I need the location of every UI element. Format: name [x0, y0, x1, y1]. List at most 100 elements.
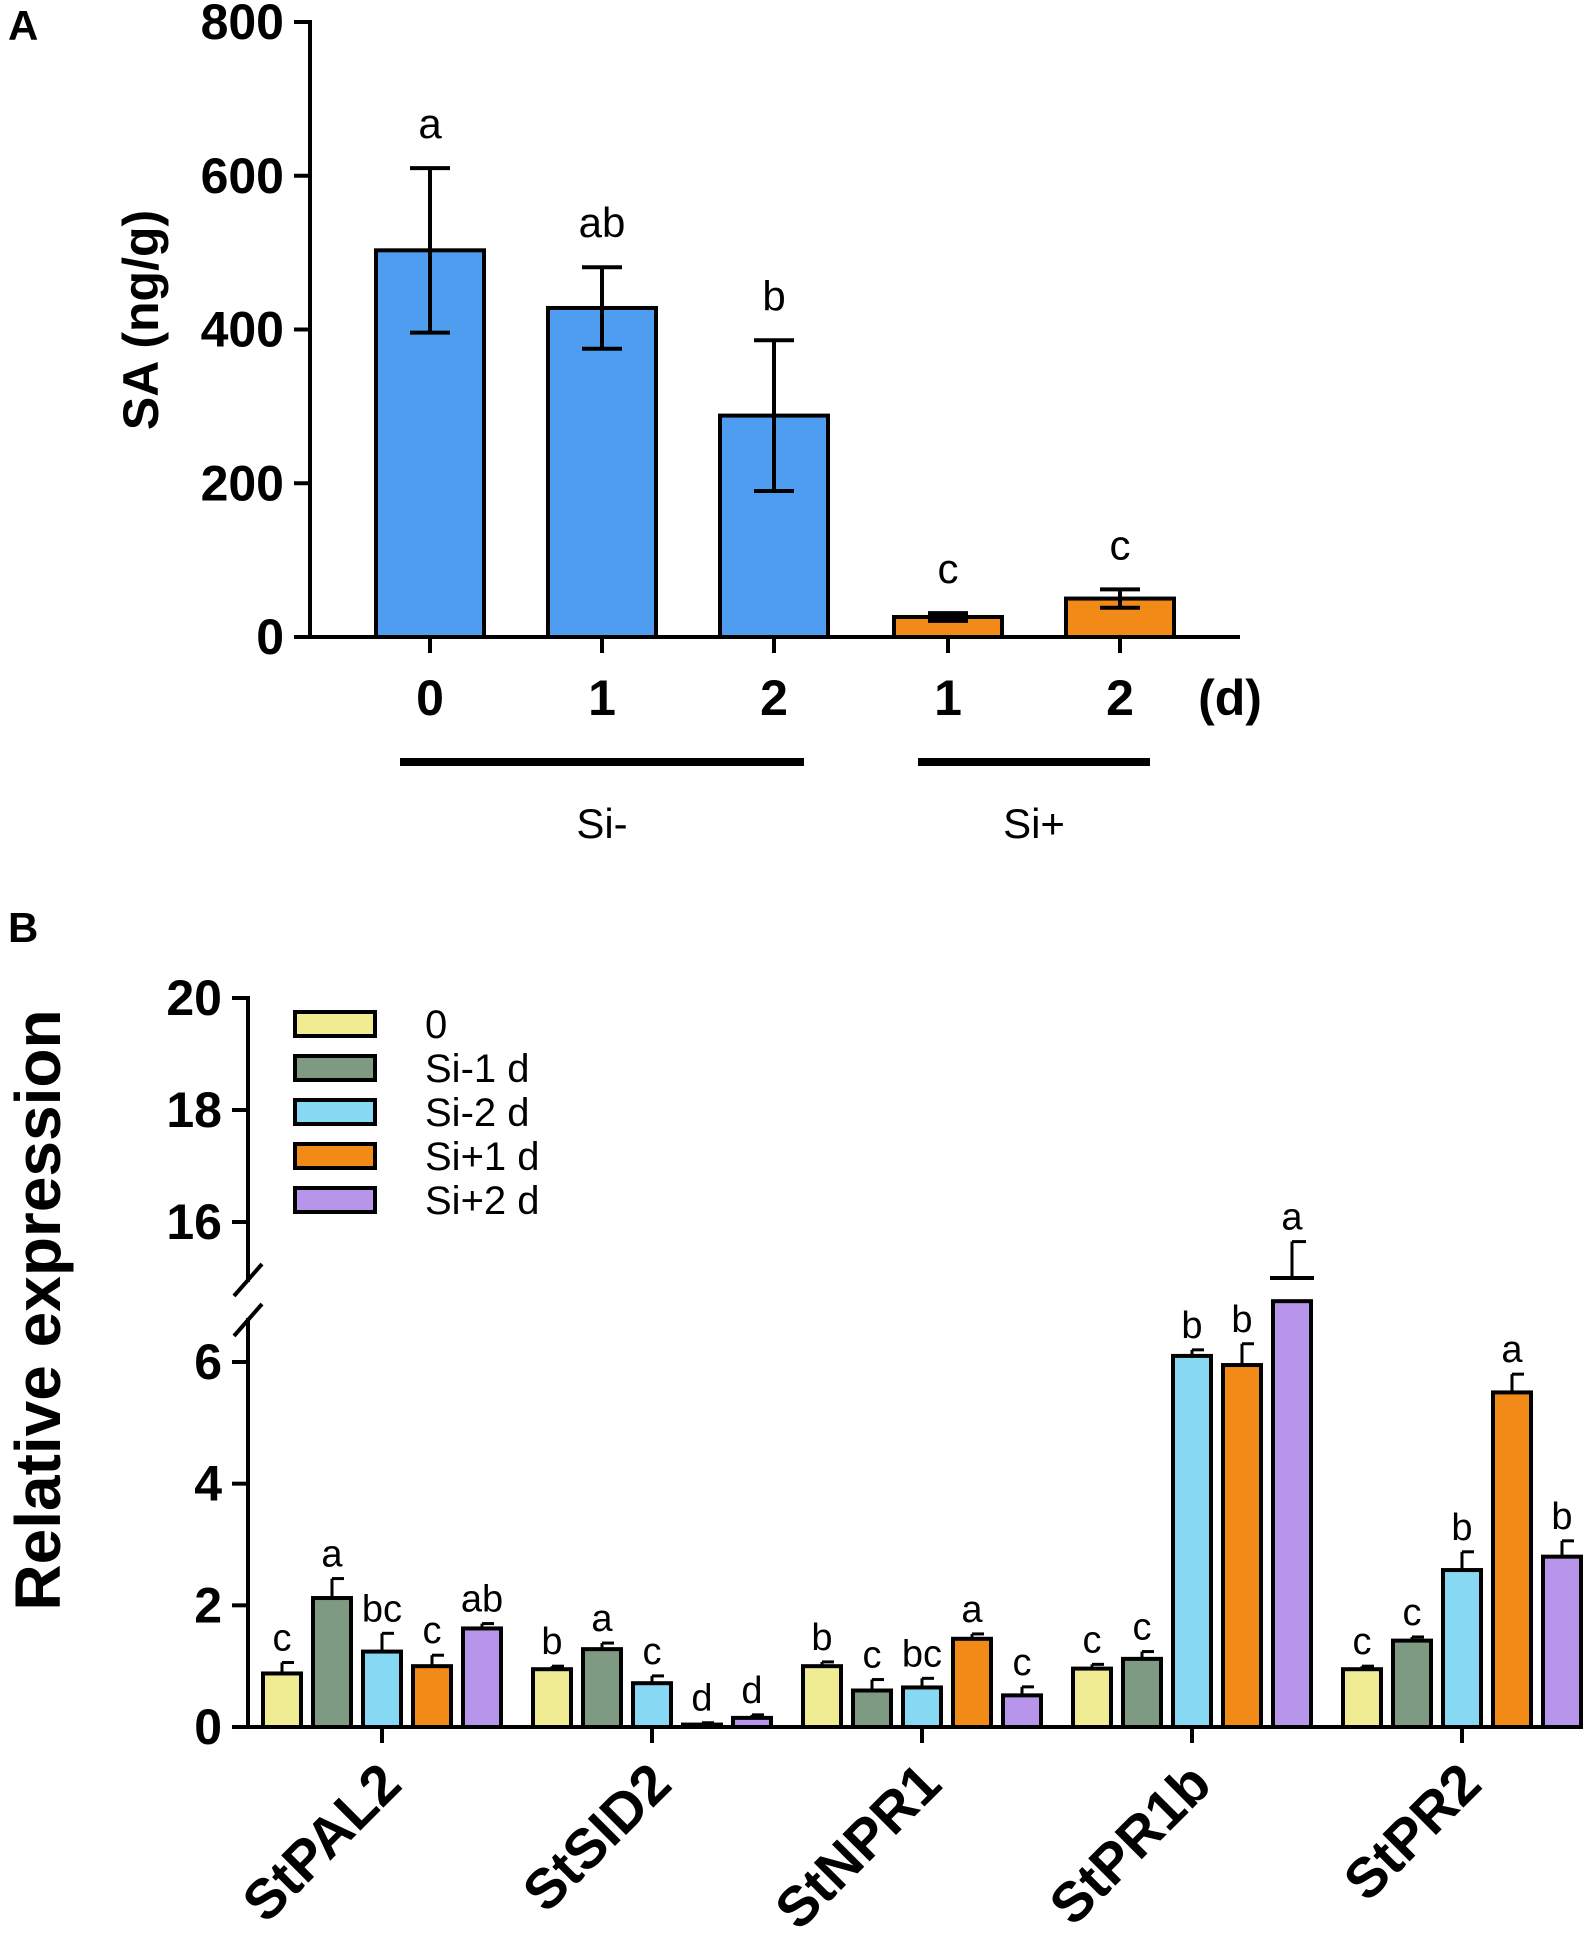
panel-b-legend-label: Si-1 d — [425, 1047, 530, 1091]
panel-b-y-tick-label: 6 — [194, 1334, 222, 1390]
panel-b-y-tick-label: 0 — [194, 1699, 222, 1755]
panel-b-legend-swatch — [293, 1010, 377, 1038]
panel-b-gene-label: StPAL2 — [230, 1751, 412, 1933]
panel-b-significance-label: c — [1133, 1607, 1152, 1649]
panel-b-bar — [1441, 1568, 1483, 1730]
panel-b-y-tick-label: 2 — [194, 1577, 222, 1633]
panel-b-bar — [681, 1722, 723, 1729]
panel-b-significance-label: b — [1231, 1299, 1252, 1341]
panel-a-y-tick-label: 200 — [201, 455, 284, 511]
panel-a-treatment-groups: Si- Si+ — [400, 758, 1150, 847]
panel-a-group-label: Si+ — [1003, 800, 1065, 847]
panel-b-legend-label: Si-2 d — [425, 1091, 530, 1135]
panel-b-y-tick-label: 4 — [194, 1456, 222, 1512]
panel-b-bar — [531, 1667, 573, 1730]
panel-b-bar — [461, 1626, 503, 1729]
panel-a-y-axis-label: SA (ng/g) — [113, 210, 169, 430]
panel-a-x-tick-label: 2 — [760, 670, 788, 726]
panel-b-bar — [1071, 1666, 1113, 1729]
panel-b-significance-label: d — [741, 1670, 762, 1712]
panel-b-bar — [1221, 1363, 1263, 1729]
panel-b-y-tick-label: 16 — [166, 1194, 222, 1250]
panel-b-bar — [311, 1596, 353, 1729]
panel-b-significance-label: bc — [902, 1633, 942, 1675]
panel-b-legend-label: 0 — [425, 1003, 447, 1047]
panel-b-significance-label: a — [961, 1589, 983, 1631]
panel-b-gene-label: StPR2 — [1331, 1751, 1492, 1912]
panel-b-y-tick-label: 20 — [166, 970, 222, 1026]
panel-b-significance-label: c — [1083, 1619, 1102, 1661]
panel-b-legend-label: Si+2 d — [425, 1179, 540, 1223]
panel-b-gene-labels: StPAL2 StSID2 StNPR1 StPR1b StPR2 — [230, 1751, 1492, 1941]
panel-b-bar — [411, 1664, 453, 1729]
panel-a-x-tick-label: 0 — [416, 670, 444, 726]
panel-a-significance-label: b — [762, 272, 785, 319]
panel-b-significance-label: a — [321, 1534, 343, 1576]
panel-a-group-label: Si- — [576, 800, 627, 847]
panel-b-significance-label: c — [863, 1635, 882, 1677]
panel-a-y-tick-label: 800 — [201, 0, 284, 50]
panel-b-legend-swatch — [293, 1098, 377, 1126]
panel-b-axis-break-mark — [232, 1262, 264, 1298]
panel-a-x-tick-label: 1 — [588, 670, 616, 726]
panel-b-significance-label: a — [1501, 1329, 1523, 1371]
panel-b-bar — [851, 1688, 893, 1729]
panel-b-bar — [1391, 1638, 1433, 1730]
panel-b-significance-label: ab — [461, 1579, 503, 1621]
panel-b-significance-label: b — [1181, 1305, 1202, 1347]
panel-b-gene-label: StPR1b — [1037, 1751, 1222, 1936]
panel-a-significance-label: a — [418, 100, 442, 147]
panel-b-bar — [1171, 1353, 1213, 1729]
panel-a-chart: A SA (ng/g) 0 200 400 600 800 0 1 2 1 2 a ab b c c (d… — [8, 0, 1262, 847]
panel-b-significance-label: c — [273, 1618, 292, 1660]
panel-b-significance-label: b — [811, 1617, 832, 1659]
panel-b-significance-label: b — [541, 1621, 562, 1663]
panel-b-bar — [1121, 1656, 1163, 1730]
panel-a-bars: a ab b c c — [374, 100, 1176, 640]
panel-a-y-tick-label: 600 — [201, 148, 284, 204]
panel-a-significance-label: c — [938, 545, 959, 592]
panel-b-significance-label: a — [1281, 1197, 1303, 1239]
panel-b-significance-label: a — [591, 1598, 613, 1640]
panel-a-day-unit-label: (d) — [1198, 670, 1262, 726]
panel-b-bar — [631, 1681, 673, 1729]
panel-b-y-tick-label: 18 — [166, 1082, 222, 1138]
panel-b-legend-swatch — [293, 1186, 377, 1214]
panel-b-y-axis-label: Relative expression — [2, 1009, 74, 1610]
panel-b-gene-label: StSID2 — [510, 1751, 682, 1923]
panel-a-letter: A — [8, 2, 38, 49]
panel-a-bar — [546, 305, 658, 639]
panel-a-y-tick-label: 400 — [201, 302, 284, 358]
panel-b-bar — [261, 1671, 303, 1730]
panel-b-bar — [1341, 1667, 1383, 1730]
panel-b-significance-label: b — [1451, 1507, 1472, 1549]
panel-b-significance-label: c — [643, 1631, 662, 1673]
panel-b-bar — [1271, 1299, 1313, 1729]
panel-b-gene-label: StNPR1 — [763, 1751, 953, 1941]
panel-b-legend-label: Si+1 d — [425, 1135, 540, 1179]
panel-a-x-tick-label: 2 — [1106, 670, 1134, 726]
panel-b-bar — [581, 1647, 623, 1729]
panel-b-significance-label: c — [1353, 1621, 1372, 1663]
panel-b-axis-break-mark — [232, 1302, 264, 1338]
panel-b-significance-label: bc — [362, 1588, 402, 1630]
panel-b-bar — [901, 1685, 943, 1730]
panel-b-bar — [951, 1636, 993, 1729]
panel-a-x-tick-label: 1 — [934, 670, 962, 726]
panel-b-bar — [361, 1649, 403, 1729]
panel-b-bar — [731, 1715, 773, 1729]
panel-a-axes: 0 200 400 600 800 0 1 2 1 2 — [201, 0, 1240, 726]
panel-a-significance-label: ab — [579, 199, 626, 246]
panel-b-significance-label: b — [1551, 1496, 1572, 1538]
panel-b-bar — [801, 1664, 843, 1729]
panel-b-legend-swatch — [293, 1142, 377, 1170]
panel-b-significance-label: c — [1403, 1592, 1422, 1634]
panel-a-significance-label: c — [1110, 521, 1131, 568]
panel-b-significance-label: d — [691, 1678, 712, 1720]
panel-b-significance-label: c — [1013, 1642, 1032, 1684]
panel-b-legend: 0Si-1 dSi-2 dSi+1 dSi+2 d — [293, 1003, 540, 1223]
panel-b-bar — [1491, 1390, 1533, 1729]
